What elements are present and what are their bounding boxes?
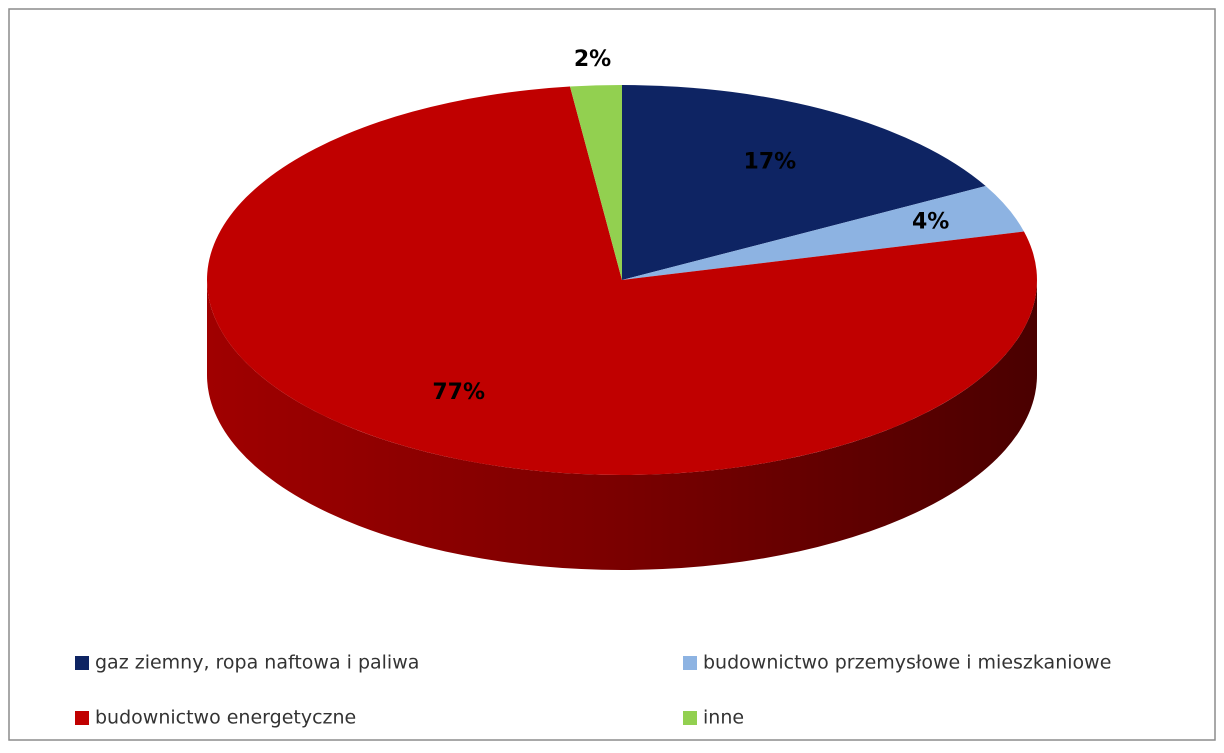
legend-label: budownictwo przemysłowe i mieszkaniowe xyxy=(703,652,1111,674)
slice xyxy=(622,85,986,280)
slice xyxy=(622,186,1024,280)
slice xyxy=(207,86,1038,475)
legend-swatch xyxy=(75,711,89,725)
data-label: 2% xyxy=(574,47,611,72)
legend-swatch xyxy=(75,656,89,670)
legend-label: gaz ziemny, ropa naftowa i paliwa xyxy=(95,652,419,674)
data-label: 17% xyxy=(744,150,797,175)
data-label: 4% xyxy=(912,210,949,235)
data-label: 77% xyxy=(432,380,485,405)
slice xyxy=(569,85,622,280)
slice-side xyxy=(207,280,1037,570)
legend-label: budownictwo energetyczne xyxy=(95,707,356,729)
legend-swatch xyxy=(683,711,697,725)
legend-swatch xyxy=(683,656,697,670)
legend-label: inne xyxy=(703,707,744,729)
